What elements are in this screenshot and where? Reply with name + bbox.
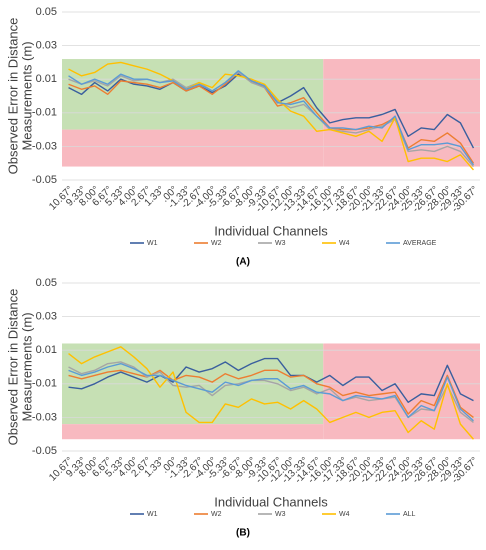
y-tick-label: 0.03 — [36, 40, 57, 52]
band — [62, 59, 324, 130]
y-tick-label: 0.05 — [36, 277, 57, 289]
legend-label: W3 — [275, 511, 286, 518]
y-tick-label: -0.03 — [32, 140, 57, 152]
y-tick-label: 0.03 — [36, 311, 57, 323]
y-axis-title: Observed Error in Distance — [5, 18, 20, 175]
y-tick-label: 0.05 — [36, 6, 57, 18]
x-axis-title: Individual Channels — [214, 494, 328, 509]
legend-label: W2 — [211, 511, 222, 518]
legend-label: AVERAGE — [403, 240, 437, 247]
y-tick-label: -0.01 — [32, 107, 57, 119]
band — [62, 424, 324, 440]
y-tick-label: -0.05 — [32, 174, 57, 186]
panel-label: (B) — [236, 528, 250, 539]
y-tick-label: 0.01 — [36, 344, 57, 356]
band — [323, 343, 480, 440]
x-axis-title: Individual Channels — [214, 223, 328, 238]
legend-label: W1 — [147, 511, 158, 518]
legend-label: W4 — [339, 511, 350, 518]
y-tick-label: -0.03 — [32, 411, 57, 423]
legend-label: ALL — [403, 511, 416, 518]
y-axis-title: Measurements (m) — [19, 41, 34, 150]
y-tick-label: 0.01 — [36, 73, 57, 85]
series-line — [68, 369, 474, 418]
y-axis-title: Observed Error in Distance — [5, 289, 20, 446]
series-line — [68, 346, 474, 440]
y-tick-label: -0.05 — [32, 445, 57, 457]
panel-label: (A) — [236, 257, 250, 268]
series-line — [68, 61, 474, 171]
legend-label: W2 — [211, 240, 222, 247]
series-line — [68, 362, 474, 422]
legend-label: W4 — [339, 240, 350, 247]
y-axis-title: Measurements (m) — [19, 312, 34, 421]
series-line — [68, 70, 475, 166]
y-tick-label: -0.01 — [32, 378, 57, 390]
series-line — [68, 357, 474, 403]
legend-label: W3 — [275, 240, 286, 247]
legend-label: W1 — [147, 240, 158, 247]
band — [62, 129, 324, 167]
